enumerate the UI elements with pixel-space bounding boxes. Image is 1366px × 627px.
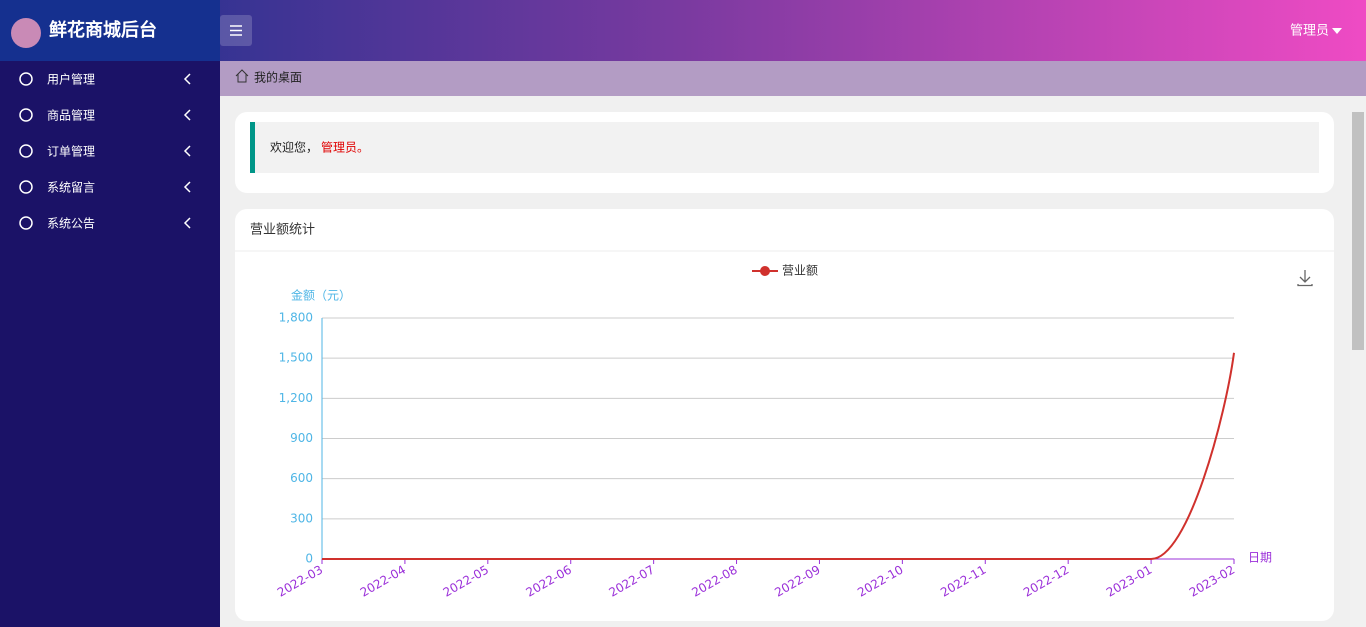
menu-icon	[230, 25, 242, 36]
breadcrumb-bar	[220, 61, 1366, 96]
menu-item[interactable]: 系统公告	[47, 217, 95, 231]
y-tick-label: 300	[290, 511, 313, 525]
download-icon[interactable]	[1297, 270, 1313, 287]
user-caret	[1332, 28, 1342, 34]
y-tick-label: 600	[290, 471, 313, 485]
breadcrumb[interactable]: 我的桌面	[254, 70, 302, 85]
menu-arrow	[183, 109, 191, 121]
y-axis-label: 金额（元）	[291, 288, 351, 303]
chart-card	[235, 209, 1334, 621]
welcome-accent	[250, 122, 255, 173]
y-tick-label: 1,200	[279, 391, 313, 405]
panel-title: 营业额统计	[250, 223, 315, 238]
menu-icon	[19, 108, 33, 122]
menu-icon	[19, 216, 33, 230]
y-tick-label: 900	[290, 431, 313, 445]
y-tick-label: 1,500	[279, 351, 313, 365]
menu-item[interactable]: 用户管理	[47, 72, 95, 87]
sidebar	[0, 61, 220, 627]
menu-icon	[19, 180, 33, 194]
y-tick-label: 1,800	[279, 311, 313, 325]
home-icon	[235, 69, 249, 83]
welcome-text: 欢迎您，	[270, 140, 318, 155]
menu-item[interactable]: 订单管理	[47, 144, 95, 159]
menu-item[interactable]: 商品管理	[47, 108, 95, 123]
menu-item[interactable]: 系统留言	[47, 181, 95, 195]
user-menu[interactable]: 管理员	[1290, 24, 1329, 39]
app-title: 鲜花商城后台	[49, 19, 157, 41]
welcome-name: 管理员。	[321, 140, 369, 155]
welcome-box	[250, 122, 1319, 173]
legend-label[interactable]: 营业额	[782, 264, 818, 278]
logo-icon	[11, 18, 41, 48]
menu-arrow	[183, 73, 191, 85]
menu-arrow	[183, 181, 191, 193]
menu-arrow	[183, 145, 191, 157]
y-tick-label: 0	[305, 552, 313, 566]
line-series	[322, 352, 1235, 560]
menu-icon	[19, 144, 33, 158]
menu-arrow	[183, 217, 191, 229]
header-bar	[0, 0, 1366, 61]
legend-marker	[760, 266, 770, 276]
x-axis-label: 日期	[1248, 551, 1272, 565]
scroll-thumb[interactable]	[1352, 112, 1364, 350]
menu-icon	[19, 72, 33, 86]
